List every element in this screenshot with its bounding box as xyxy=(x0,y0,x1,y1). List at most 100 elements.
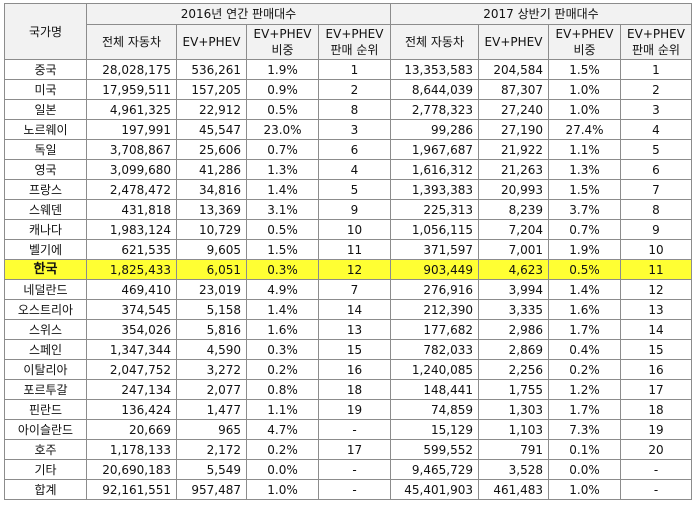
cell-total-2017: 2,778,323 xyxy=(390,99,479,120)
cell-share-2017: 27.4% xyxy=(548,119,621,140)
cell-rank-2017: 16 xyxy=(620,359,692,380)
cell-share-2017: 0.0% xyxy=(548,459,621,480)
cell-country: 호주 xyxy=(4,439,87,460)
cell-share-2017: 1.5% xyxy=(548,179,621,200)
cell-total-2016: 431,818 xyxy=(86,199,177,220)
cell-share-2016: 1.3% xyxy=(246,159,319,180)
header-share-2017: EV+PHEV 비중 xyxy=(548,24,621,60)
cell-ev-2017: 7,001 xyxy=(478,239,549,260)
cell-country: 미국 xyxy=(4,79,87,100)
cell-total-2017: 15,129 xyxy=(390,419,479,440)
cell-country: 네덜란드 xyxy=(4,279,87,300)
header-rank-2016: EV+PHEV 판매 순위 xyxy=(318,24,391,60)
cell-ev-2016: 2,172 xyxy=(176,439,247,460)
cell-ev-2016: 6,051 xyxy=(176,259,247,280)
cell-rank-2016: 8 xyxy=(318,99,391,120)
cell-total-2016: 4,961,325 xyxy=(86,99,177,120)
cell-rank-2017: - xyxy=(620,459,692,480)
cell-total-2016: 28,028,175 xyxy=(86,59,177,80)
cell-ev-2016: 23,019 xyxy=(176,279,247,300)
cell-share-2017: 3.7% xyxy=(548,199,621,220)
cell-total-2017: 1,967,687 xyxy=(390,139,479,160)
cell-share-2016: 1.0% xyxy=(246,479,319,500)
cell-ev-2016: 157,205 xyxy=(176,79,247,100)
cell-rank-2016: 7 xyxy=(318,279,391,300)
cell-rank-2017: 17 xyxy=(620,379,692,400)
cell-total-2017: 225,313 xyxy=(390,199,479,220)
header-share-line2: 비중 xyxy=(573,43,596,57)
cell-total-2016: 1,983,124 xyxy=(86,219,177,240)
cell-total-2016: 20,669 xyxy=(86,419,177,440)
cell-ev-2017: 3,528 xyxy=(478,459,549,480)
table-row: 벨기에 621,535 9,605 1.5% 11 371,597 7,001 1.9% 10 xyxy=(4,239,692,260)
cell-total-2017: 903,449 xyxy=(390,259,479,280)
cell-country: 스위스 xyxy=(4,319,87,340)
cell-country: 이탈리아 xyxy=(4,359,87,380)
cell-rank-2016: 1 xyxy=(318,59,391,80)
cell-share-2017: 1.4% xyxy=(548,279,621,300)
cell-share-2017: 1.6% xyxy=(548,299,621,320)
cell-total-2016: 354,026 xyxy=(86,319,177,340)
cell-share-2016: 1.4% xyxy=(246,299,319,320)
table-row: 네덜란드 469,410 23,019 4.9% 7 276,916 3,994 1.4% 12 xyxy=(4,279,692,300)
table-row: 기타 20,690,183 5,549 0.0% -9,465,729 3,528 0.0%… xyxy=(4,459,692,480)
cell-rank-2017: 13 xyxy=(620,299,692,320)
cell-total-2016: 374,545 xyxy=(86,299,177,320)
table-body: 중국 28,028,175 536,261 1.9% 1 13,353,583 204,58… xyxy=(4,59,692,500)
cell-share-2017: 1.0% xyxy=(548,99,621,120)
cell-rank-2017: 18 xyxy=(620,399,692,420)
cell-share-2017: 1.2% xyxy=(548,379,621,400)
cell-share-2017: 1.3% xyxy=(548,159,621,180)
header-country: 국가명 xyxy=(4,3,87,60)
cell-ev-2016: 25,606 xyxy=(176,139,247,160)
cell-share-2016: 0.2% xyxy=(246,439,319,460)
cell-rank-2016: 12 xyxy=(318,259,391,280)
cell-ev-2017: 21,922 xyxy=(478,139,549,160)
cell-share-2017: 1.0% xyxy=(548,79,621,100)
cell-rank-2016: - xyxy=(318,419,391,440)
cell-country: 스웨덴 xyxy=(4,199,87,220)
cell-total-2017: 13,353,583 xyxy=(390,59,479,80)
cell-share-2016: 0.5% xyxy=(246,219,319,240)
cell-ev-2016: 4,590 xyxy=(176,339,247,360)
cell-rank-2017: 3 xyxy=(620,99,692,120)
header-group-2017: 2017 상반기 판매대수 xyxy=(390,3,692,25)
cell-total-2017: 177,682 xyxy=(390,319,479,340)
cell-country: 한국 xyxy=(4,259,87,280)
header-group-2016: 2016년 연간 판매대수 xyxy=(86,3,391,25)
cell-share-2017: 0.4% xyxy=(548,339,621,360)
cell-country: 오스트리아 xyxy=(4,299,87,320)
cell-share-2017: 1.0% xyxy=(548,479,621,500)
cell-country: 노르웨이 xyxy=(4,119,87,140)
cell-rank-2017: 8 xyxy=(620,199,692,220)
cell-share-2017: 0.7% xyxy=(548,219,621,240)
cell-share-2016: 1.1% xyxy=(246,399,319,420)
header-ev-2017: EV+PHEV xyxy=(478,24,549,60)
cell-total-2017: 1,393,383 xyxy=(390,179,479,200)
cell-share-2016: 23.0% xyxy=(246,119,319,140)
cell-country: 스페인 xyxy=(4,339,87,360)
cell-ev-2017: 20,993 xyxy=(478,179,549,200)
cell-ev-2016: 41,286 xyxy=(176,159,247,180)
cell-total-2016: 1,825,433 xyxy=(86,259,177,280)
cell-ev-2017: 1,303 xyxy=(478,399,549,420)
cell-total-2017: 9,465,729 xyxy=(390,459,479,480)
cell-rank-2016: 6 xyxy=(318,139,391,160)
cell-rank-2016: 14 xyxy=(318,299,391,320)
cell-share-2016: 0.3% xyxy=(246,339,319,360)
header-rank-line1: EV+PHEV xyxy=(627,27,685,41)
cell-rank-2017: - xyxy=(620,479,692,500)
cell-rank-2016: 10 xyxy=(318,219,391,240)
cell-rank-2016: 17 xyxy=(318,439,391,460)
cell-total-2017: 276,916 xyxy=(390,279,479,300)
cell-ev-2017: 8,239 xyxy=(478,199,549,220)
cell-share-2016: 1.6% xyxy=(246,319,319,340)
cell-share-2016: 0.2% xyxy=(246,359,319,380)
cell-ev-2017: 21,263 xyxy=(478,159,549,180)
cell-country: 영국 xyxy=(4,159,87,180)
table-row: 호주 1,178,133 2,172 0.2% 17 599,552 791 0.1% 20 xyxy=(4,439,692,460)
header-ev-2016: EV+PHEV xyxy=(176,24,247,60)
cell-ev-2017: 27,190 xyxy=(478,119,549,140)
cell-ev-2016: 45,547 xyxy=(176,119,247,140)
cell-ev-2016: 965 xyxy=(176,419,247,440)
